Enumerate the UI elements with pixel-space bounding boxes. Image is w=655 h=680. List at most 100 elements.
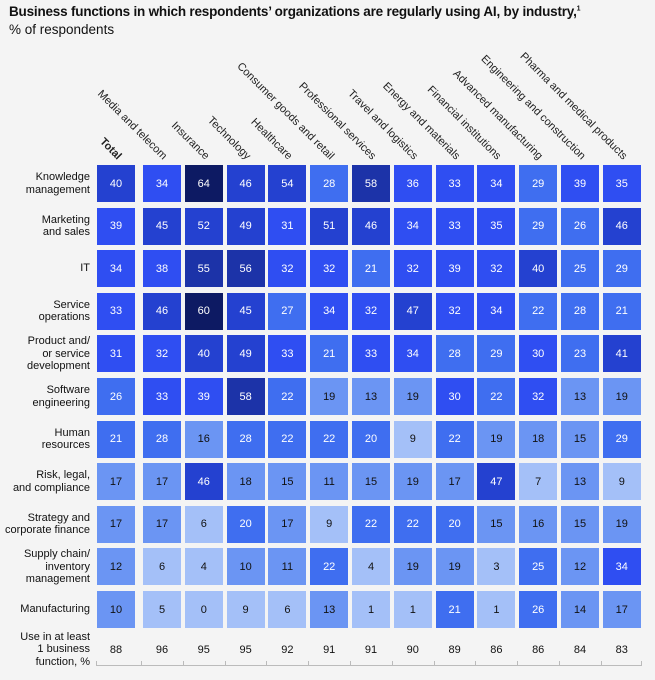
heatmap-cell: 1 <box>393 591 432 628</box>
heatmap-cell: 39 <box>184 378 223 415</box>
heatmap-cell: 34 <box>602 548 641 586</box>
footer-value: 86 <box>490 643 503 656</box>
heatmap-cell: 56 <box>226 250 265 288</box>
heatmap-cell: 19 <box>602 505 641 543</box>
row-label: Strategy and corporate finance <box>5 511 90 537</box>
axis-tick <box>433 661 435 666</box>
heatmap-cell: 19 <box>393 548 432 586</box>
heatmap-cell: 45 <box>143 207 181 245</box>
heatmap-cell: 4 <box>352 548 390 586</box>
axis-tick <box>391 661 393 666</box>
row-label: Human resources <box>41 426 90 452</box>
heatmap-cell: 34 <box>477 292 516 330</box>
heatmap-cell: 19 <box>435 548 474 586</box>
heatmap-cell: 35 <box>477 207 516 245</box>
heatmap-cell: 32 <box>268 250 307 288</box>
row-label: IT <box>80 262 90 275</box>
heatmap-cell: 34 <box>393 207 432 245</box>
heatmap-cell: 29 <box>477 335 516 373</box>
heatmap-cell: 17 <box>97 463 135 501</box>
heatmap-cell: 20 <box>435 505 474 543</box>
heatmap-cell: 32 <box>393 250 432 288</box>
heatmap-cell: 17 <box>602 591 641 628</box>
heatmap-cell: 9 <box>393 420 432 458</box>
heatmap-cell: 15 <box>561 505 599 543</box>
axis-line <box>96 665 641 666</box>
heatmap-cell: 31 <box>97 335 135 373</box>
footer-value: 84 <box>573 643 587 656</box>
heatmap-cell: 39 <box>435 250 474 288</box>
heatmap-cell: 32 <box>352 292 390 330</box>
heatmap-cell: 19 <box>310 378 349 415</box>
row-label: Service operations <box>38 298 90 324</box>
heatmap-cell: 11 <box>310 463 349 501</box>
heatmap-cell: 32 <box>519 378 558 415</box>
axis-tick <box>141 661 142 666</box>
heatmap-cell: 52 <box>184 207 223 245</box>
heatmap-cell: 6 <box>184 505 223 543</box>
heatmap-cell: 18 <box>519 420 558 458</box>
column-label: Professional services <box>296 80 379 163</box>
heatmap-cell: 15 <box>561 420 599 458</box>
heatmap-cell: 35 <box>602 165 641 202</box>
heatmap-cell: 17 <box>435 463 474 501</box>
heatmap-cell: 12 <box>97 548 135 586</box>
row-label: Product and/ or service development <box>27 335 90 373</box>
heatmap-cell: 19 <box>477 420 516 458</box>
heatmap-cell: 1 <box>477 591 516 628</box>
heatmap-cell: 6 <box>143 548 181 586</box>
heatmap-cell: 34 <box>477 165 516 202</box>
column-label: Insurance <box>168 119 212 163</box>
heatmap-cell: 33 <box>143 378 181 415</box>
heatmap-cell: 64 <box>184 165 223 202</box>
heatmap-cell: 46 <box>184 463 223 501</box>
column-label: Technology <box>204 114 253 163</box>
heatmap-cell: 46 <box>602 207 641 245</box>
heatmap-cell: 40 <box>184 335 223 373</box>
heatmap-cell: 21 <box>435 591 474 628</box>
heatmap-cell: 13 <box>352 378 390 415</box>
heatmap-cell: 45 <box>226 292 265 330</box>
heatmap-cell: 33 <box>435 207 474 245</box>
heatmap-cell: 3 <box>477 548 516 586</box>
column-label: Travel and logistics <box>345 87 420 163</box>
heatmap-cell: 34 <box>97 250 135 288</box>
heatmap-cell: 46 <box>143 292 181 330</box>
heatmap-cell: 10 <box>97 591 135 628</box>
footer-value: 96 <box>155 643 169 656</box>
heatmap-cell: 29 <box>602 420 641 458</box>
heatmap-cell: 23 <box>561 335 599 373</box>
heatmap-cell: 29 <box>519 207 558 245</box>
heatmap-cell: 22 <box>352 505 390 543</box>
heatmap-cell: 33 <box>97 292 135 330</box>
heatmap-cell: 25 <box>519 548 558 586</box>
heatmap-cell: 36 <box>393 165 432 202</box>
heatmap-cell: 17 <box>143 505 181 543</box>
heatmap-cell: 46 <box>352 207 390 245</box>
heatmap-cell: 33 <box>268 335 307 373</box>
heatmap-cell: 17 <box>268 505 307 543</box>
heatmap-cell: 38 <box>143 250 181 288</box>
axis-tick <box>224 661 226 666</box>
heatmap-cell: 21 <box>310 335 349 373</box>
footer-value: 95 <box>239 643 252 656</box>
heatmap-cell: 21 <box>97 420 135 458</box>
heatmap-cell: 28 <box>435 335 474 373</box>
heatmap-cell: 28 <box>310 165 349 202</box>
heatmap-cell: 19 <box>602 378 641 415</box>
heatmap-cell: 13 <box>310 591 349 628</box>
axis-tick <box>350 661 351 666</box>
footer-value: 89 <box>448 643 461 656</box>
heatmap-cell: 33 <box>352 335 390 373</box>
heatmap-cell: 18 <box>226 463 265 501</box>
heatmap-cell: 40 <box>97 165 135 202</box>
heatmap-cell: 0 <box>184 591 223 628</box>
heatmap-cell: 46 <box>226 165 265 202</box>
chart-subtitle: % of respondents <box>9 22 115 37</box>
heatmap-cell: 5 <box>143 591 181 628</box>
heatmap-cell: 25 <box>561 250 599 288</box>
heatmap-cell: 17 <box>97 505 135 543</box>
heatmap-cell: 21 <box>352 250 390 288</box>
heatmap-cell: 28 <box>561 292 599 330</box>
